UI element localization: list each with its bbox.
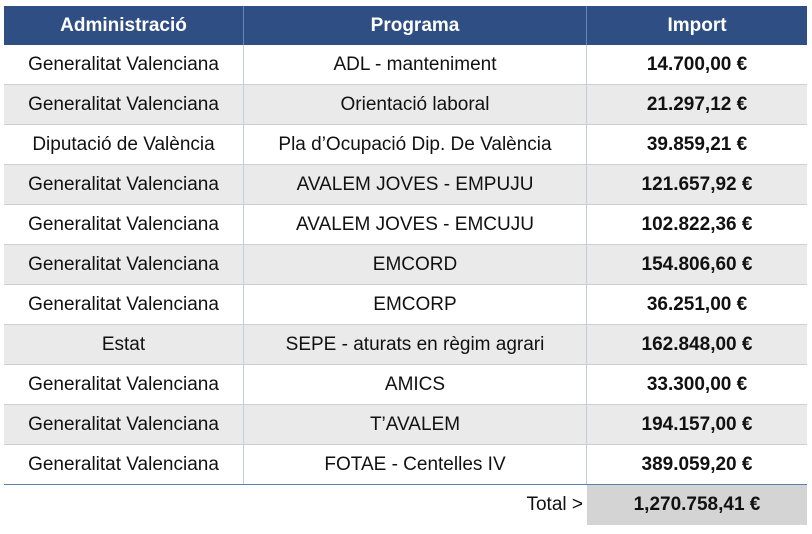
header-import: Import [667, 14, 727, 36]
cell-programa: Orientació laboral [244, 85, 587, 124]
cell-programa: AMICS [244, 365, 587, 404]
table-row: Estat SEPE - aturats en règim agrari 162… [4, 325, 807, 365]
cell-programa: EMCORP [244, 285, 587, 324]
cell-administracio: Generalitat Valenciana [4, 365, 244, 404]
cell-import: 36.251,00 € [646, 293, 748, 315]
cell-programa: AVALEM JOVES - EMPUJU [244, 165, 587, 204]
cell-administracio: Generalitat Valenciana [4, 205, 244, 244]
cell-administracio: Generalitat Valenciana [4, 245, 244, 284]
cell-programa: EMCORD [244, 245, 587, 284]
cell-programa: AVALEM JOVES - EMCUJU [244, 205, 587, 244]
cell-programa: SEPE - aturats en règim agrari [244, 325, 587, 364]
cell-programa: ADL - manteniment [244, 45, 587, 84]
table-row: Generalitat Valenciana EMCORD 154.806,60… [4, 245, 807, 285]
cell-programa: Pla d’Ocupació Dip. De València [244, 125, 587, 164]
table-row: Generalitat Valenciana AMICS 33.300,00 € [4, 365, 807, 405]
table-row: Generalitat Valenciana FOTAE - Centelles… [4, 445, 807, 485]
cell-import: 162.848,00 € [641, 333, 753, 355]
cell-administracio: Generalitat Valenciana [4, 165, 244, 204]
header-administracio: Administració [4, 6, 244, 45]
cell-import: 39.859,21 € [646, 133, 748, 155]
cell-import: 21.297,12 € [646, 93, 748, 115]
total-value: 1,270.758,41 € [587, 485, 807, 525]
table-row: Generalitat Valenciana EMCORP 36.251,00 … [4, 285, 807, 325]
cell-administracio: Generalitat Valenciana [4, 445, 244, 484]
table-header: Administració Programa Import [4, 6, 807, 45]
cell-import: 33.300,00 € [646, 373, 748, 395]
cell-administracio: Estat [4, 325, 244, 364]
cell-programa: FOTAE - Centelles IV [244, 445, 587, 484]
cell-import: 154.806,60 € [641, 253, 753, 275]
funding-table: Administració Programa Import Generalita… [4, 6, 807, 525]
cell-import: 121.657,92 € [641, 173, 753, 195]
cell-administracio: Generalitat Valenciana [4, 45, 244, 84]
cell-administracio: Generalitat Valenciana [4, 85, 244, 124]
table-row: Generalitat Valenciana AVALEM JOVES - EM… [4, 205, 807, 245]
cell-administracio: Generalitat Valenciana [4, 405, 244, 444]
table-row: Generalitat Valenciana Orientació labora… [4, 85, 807, 125]
cell-import: 389.059,20 € [641, 453, 753, 475]
cell-administracio: Generalitat Valenciana [4, 285, 244, 324]
header-programa: Programa [244, 6, 587, 45]
table-row: Generalitat Valenciana AVALEM JOVES - EM… [4, 165, 807, 205]
cell-import: 102.822,36 € [641, 213, 753, 235]
cell-import: 14.700,00 € [646, 53, 748, 75]
total-row: Total > 1,270.758,41 € [4, 485, 807, 525]
total-label: Total > [526, 494, 583, 515]
table-row: Generalitat Valenciana T’AVALEM 194.157,… [4, 405, 807, 445]
cell-administracio: Diputació de València [4, 125, 244, 164]
cell-import: 194.157,00 € [641, 413, 753, 435]
table-row: Diputació de València Pla d’Ocupació Dip… [4, 125, 807, 165]
table-row: Generalitat Valenciana ADL - manteniment… [4, 45, 807, 85]
cell-programa: T’AVALEM [244, 405, 587, 444]
